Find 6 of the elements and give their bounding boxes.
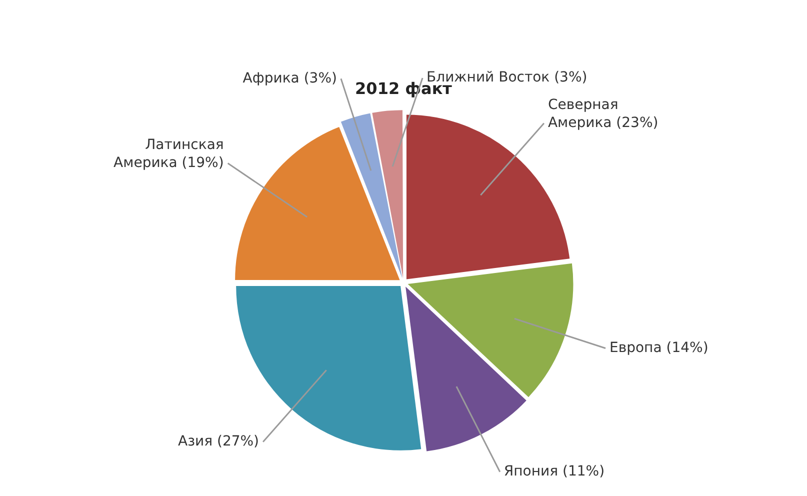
slice-label: Северная Америка (23%): [548, 96, 658, 131]
slice-label: Европа (14%): [610, 340, 708, 356]
slice-label: Африка (3%): [242, 70, 337, 86]
slice-label: Япония (11%): [504, 463, 605, 480]
slice-label: Латинская Америка (19%): [114, 136, 224, 171]
slice-label: Азия (27%): [178, 434, 260, 450]
